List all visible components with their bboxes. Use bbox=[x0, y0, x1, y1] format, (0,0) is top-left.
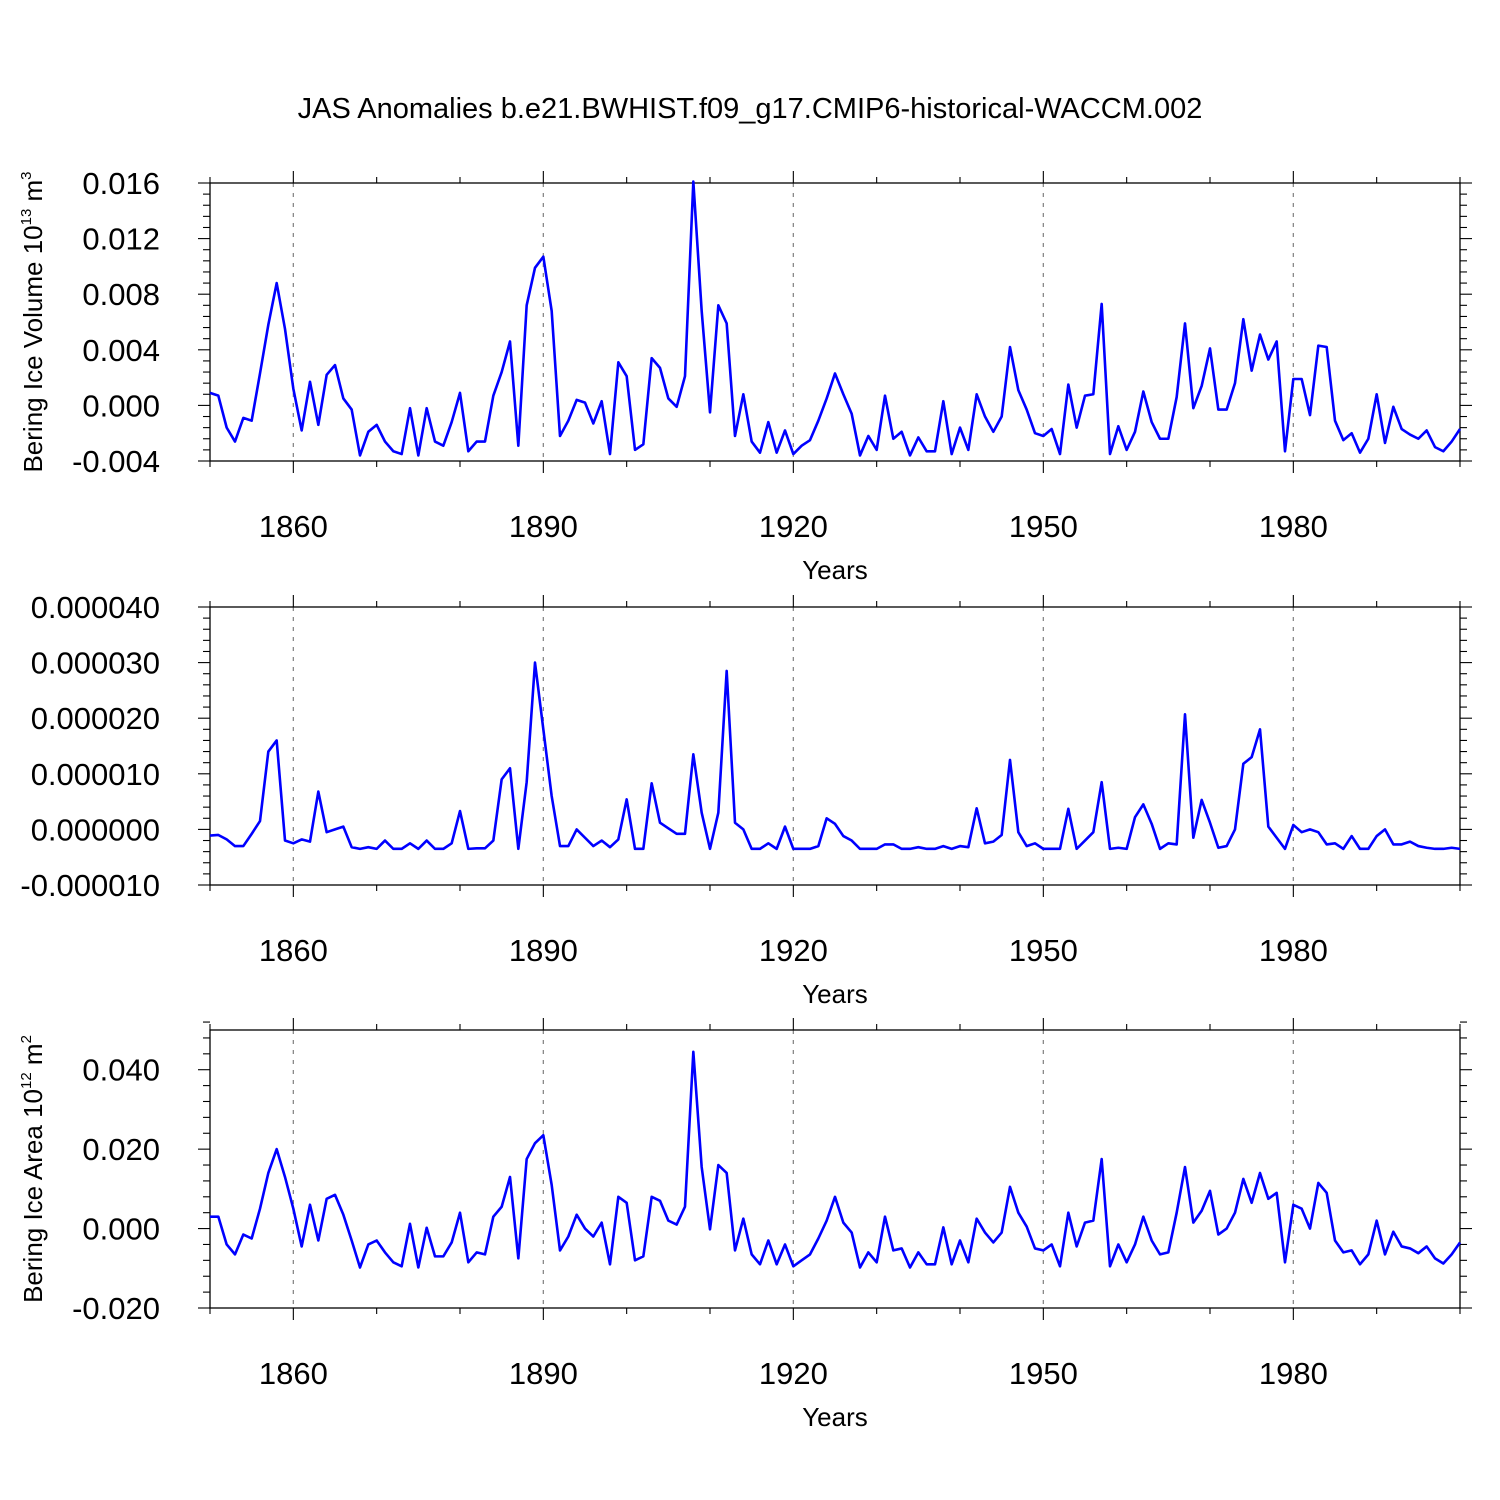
y-tick-label: -0.000010 bbox=[20, 868, 160, 903]
x-tick-label: 1980 bbox=[1259, 1356, 1328, 1391]
x-tick-label: 1980 bbox=[1259, 933, 1328, 968]
x-axis-label: Years bbox=[802, 979, 868, 1009]
y-tick-label: -0.020 bbox=[72, 1291, 160, 1326]
plot-frame bbox=[209, 1029, 1461, 1309]
y-tick-label: 0.040 bbox=[82, 1053, 160, 1088]
series-line bbox=[209, 180, 1462, 457]
y-tick-label: 0.000000 bbox=[31, 812, 160, 847]
y-tick-label: 0.000040 bbox=[31, 590, 160, 625]
x-tick-label: 1980 bbox=[1259, 509, 1328, 544]
y-tick-label: 0.000030 bbox=[31, 646, 160, 681]
y-tick-label: 0.000010 bbox=[31, 757, 160, 792]
y-tick-label: -0.004 bbox=[72, 444, 160, 479]
x-tick-label: 1860 bbox=[259, 933, 328, 968]
x-tick-label: 1890 bbox=[509, 933, 578, 968]
y-axis-label: Bering Ice Volume 1013 m3 bbox=[18, 171, 48, 472]
y-tick-label: 0.008 bbox=[82, 277, 160, 312]
chart-panel-1: -0.004 0.000 0.004 0.008 0.012 0.016 1860 1890 1… bbox=[18, 166, 1472, 585]
x-tick-label: 1950 bbox=[1009, 933, 1078, 968]
y-tick-label: 0.000020 bbox=[31, 701, 160, 736]
chart-panel-2: -0.000010 0.000000 0.000010 0.000020 0.00003… bbox=[20, 590, 1472, 1009]
series-line bbox=[209, 661, 1461, 851]
x-axis-label: Years bbox=[802, 555, 868, 585]
chart-title: JAS Anomalies b.e21.BWHIST.f09_g17.CMIP6… bbox=[298, 93, 1203, 125]
panels: -0.004 0.000 0.004 0.008 0.012 0.016 1860 1890 1… bbox=[18, 166, 1472, 1432]
y-tick-label: 0.000 bbox=[82, 1212, 160, 1247]
x-tick-label: 1920 bbox=[759, 509, 828, 544]
y-tick-label: 0.020 bbox=[82, 1132, 160, 1167]
y-tick-label: 0.012 bbox=[82, 222, 160, 257]
x-tick-label: 1920 bbox=[759, 1356, 828, 1391]
x-axis-label: Years bbox=[802, 1402, 868, 1432]
y-axis-label: Bering Ice Area 1012 m2 bbox=[18, 1035, 48, 1303]
x-tick-label: 1860 bbox=[259, 509, 328, 544]
x-tick-label: 1950 bbox=[1009, 509, 1078, 544]
plot-frame bbox=[209, 182, 1461, 462]
y-tick-label: 0.000 bbox=[82, 388, 160, 423]
series-line bbox=[210, 1050, 1462, 1269]
x-tick-label: 1920 bbox=[759, 933, 828, 968]
y-tick-label: 0.004 bbox=[82, 333, 160, 368]
x-tick-label: 1860 bbox=[259, 1356, 328, 1391]
y-tick-label: 0.016 bbox=[82, 166, 160, 201]
x-tick-label: 1950 bbox=[1009, 1356, 1078, 1391]
chart-panel-3: -0.020 0.000 0.020 0.040 1860 1890 1920 1950 198… bbox=[18, 1018, 1472, 1432]
x-tick-label: 1890 bbox=[509, 1356, 578, 1391]
x-tick-label: 1890 bbox=[509, 509, 578, 544]
plot-frame bbox=[209, 606, 1461, 886]
